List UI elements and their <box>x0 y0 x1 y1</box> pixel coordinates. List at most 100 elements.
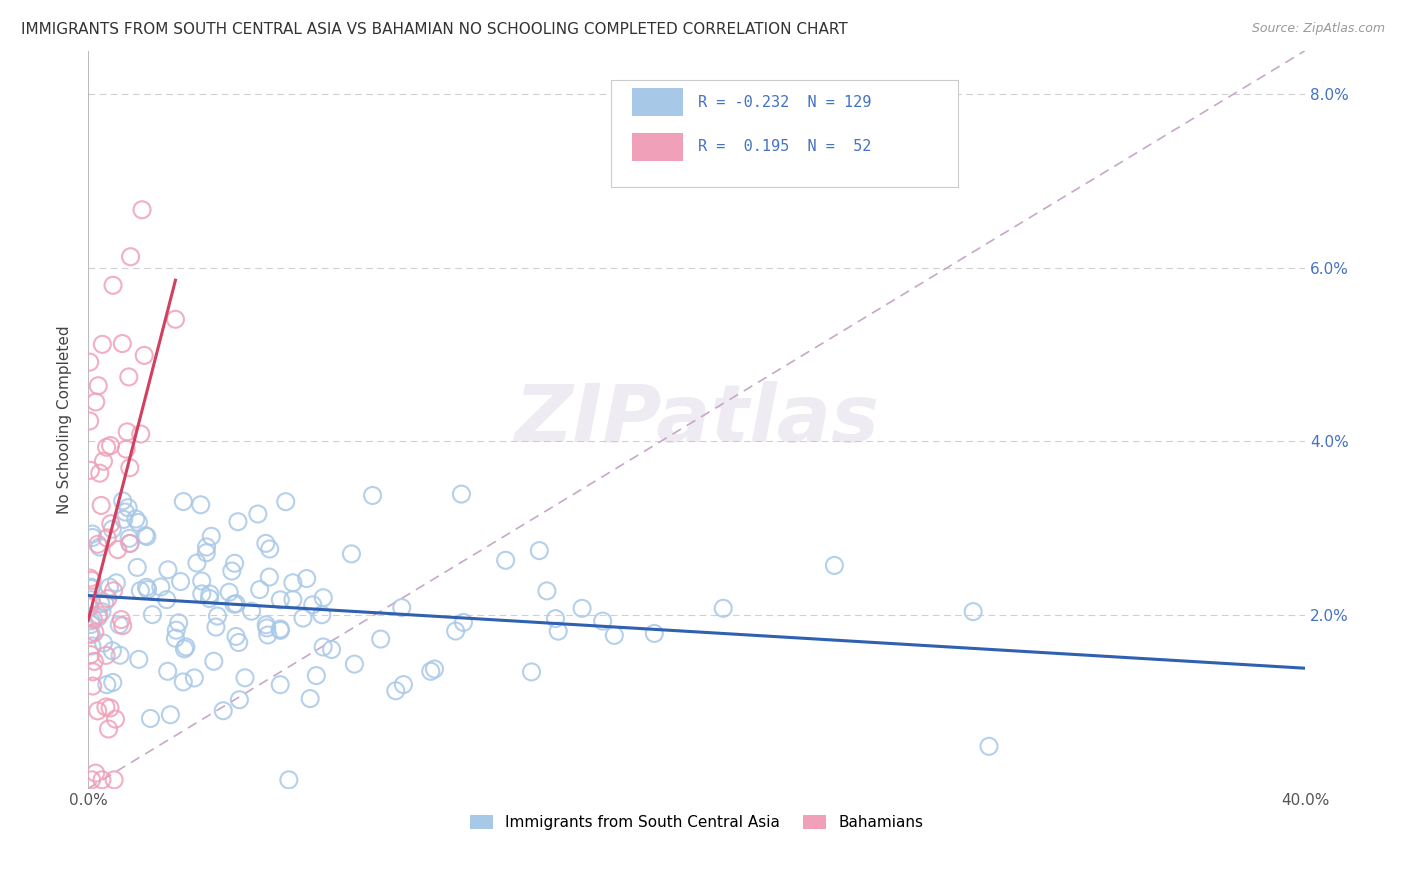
Point <box>190 498 212 512</box>
Point <box>547 624 569 639</box>
Point <box>90 499 112 513</box>
Point <box>96 440 118 454</box>
Point <box>125 512 148 526</box>
Point <box>321 642 343 657</box>
Point <box>312 591 335 605</box>
Point <box>83 625 105 640</box>
Point <box>183 671 205 685</box>
Point <box>80 614 103 628</box>
FancyBboxPatch shape <box>612 80 959 187</box>
Point <box>200 529 222 543</box>
Point <box>80 639 103 653</box>
Point <box>115 442 138 457</box>
Point <box>222 597 245 611</box>
Point <box>79 600 101 615</box>
Text: Source: ZipAtlas.com: Source: ZipAtlas.com <box>1251 22 1385 36</box>
Point <box>136 582 159 597</box>
Point <box>104 712 127 726</box>
Point <box>529 543 551 558</box>
Point <box>281 592 304 607</box>
Point <box>128 652 150 666</box>
Point <box>603 628 626 642</box>
Point <box>190 574 212 588</box>
Point <box>115 425 138 439</box>
Point <box>159 707 181 722</box>
Point <box>173 641 195 656</box>
Point <box>87 608 110 623</box>
Point <box>172 674 194 689</box>
Point <box>169 574 191 589</box>
Point <box>79 648 101 662</box>
Point <box>419 665 441 679</box>
Point <box>259 541 281 556</box>
Point <box>89 466 111 480</box>
Point <box>103 583 125 598</box>
Point <box>256 621 278 635</box>
Point <box>87 378 110 392</box>
Point <box>87 610 110 624</box>
Point <box>118 460 141 475</box>
Point <box>111 336 134 351</box>
Point <box>249 582 271 597</box>
Point <box>100 516 122 531</box>
Point <box>139 711 162 725</box>
Point <box>120 250 142 264</box>
Point <box>80 772 103 787</box>
Point <box>118 536 141 550</box>
Point <box>370 632 392 646</box>
Point <box>96 648 118 663</box>
Point <box>256 628 278 642</box>
Point <box>165 312 187 326</box>
Point <box>82 665 104 679</box>
Point <box>84 766 107 780</box>
Point <box>101 644 124 658</box>
Point <box>172 494 194 508</box>
Point <box>198 591 221 606</box>
Point <box>117 500 139 515</box>
Point <box>82 527 104 541</box>
Point <box>79 355 101 369</box>
Point <box>207 609 229 624</box>
Point <box>186 556 208 570</box>
Point <box>269 622 291 636</box>
Point <box>135 529 157 543</box>
Point <box>292 611 315 625</box>
Point <box>110 613 132 627</box>
Point <box>495 553 517 567</box>
FancyBboxPatch shape <box>633 133 683 161</box>
Point <box>114 505 136 519</box>
Point <box>962 605 984 619</box>
Point <box>80 582 103 596</box>
Point <box>198 587 221 601</box>
Point <box>823 558 845 573</box>
Point <box>246 507 269 521</box>
Point <box>167 615 190 630</box>
Point <box>107 542 129 557</box>
Point <box>80 574 103 588</box>
Point <box>82 531 104 545</box>
Point <box>98 701 121 715</box>
Point <box>643 626 665 640</box>
Point <box>79 571 101 585</box>
Point <box>118 532 141 546</box>
Point <box>91 337 114 351</box>
Point <box>93 636 115 650</box>
Point <box>93 595 115 609</box>
Point <box>127 560 149 574</box>
Point <box>343 657 366 672</box>
Point <box>225 629 247 643</box>
Point <box>711 601 734 615</box>
Point <box>225 597 247 611</box>
Point <box>391 600 413 615</box>
Point <box>105 575 128 590</box>
Point <box>311 607 333 622</box>
Point <box>592 614 614 628</box>
Point <box>87 537 110 551</box>
FancyBboxPatch shape <box>633 88 683 116</box>
Point <box>79 627 101 641</box>
Point <box>392 677 415 691</box>
Point <box>96 531 118 545</box>
Point <box>97 591 120 606</box>
Point <box>195 546 218 560</box>
Point <box>228 692 250 706</box>
